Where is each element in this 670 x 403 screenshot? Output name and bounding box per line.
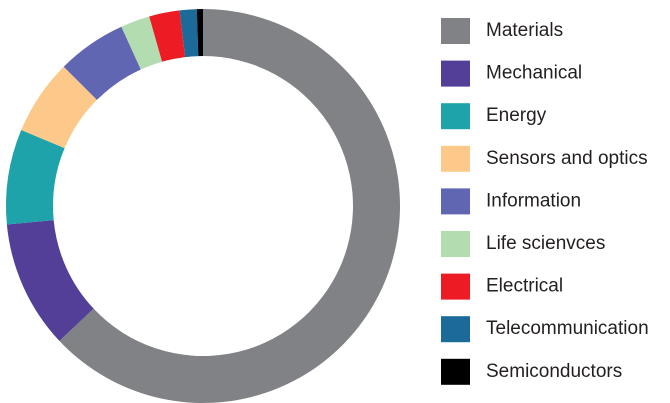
donut-segment — [121, 16, 163, 70]
donut-segment — [6, 130, 65, 225]
legend-swatch — [441, 358, 470, 385]
legend-swatch — [441, 188, 470, 215]
donut-segment — [196, 9, 203, 57]
legend-label: Energy — [486, 105, 547, 126]
legend-swatch — [441, 273, 470, 300]
legend-label: Life scienvces — [486, 233, 605, 254]
legend-swatch — [441, 18, 470, 44]
donut-segment — [59, 9, 400, 403]
legend-swatch — [441, 60, 470, 87]
donut-segment — [149, 10, 186, 62]
legend-label: Mechanical — [486, 63, 582, 84]
donut-segment — [63, 26, 141, 100]
legend-label: Materials — [486, 20, 563, 41]
legend-label: Telecommunication — [486, 318, 649, 339]
legend-label: Sensors and optics — [486, 148, 648, 169]
donut-segment — [6, 220, 94, 341]
legend-swatch — [441, 145, 470, 172]
legend-label: Semiconductors — [486, 361, 622, 382]
legend-swatch — [441, 103, 470, 130]
legend-swatch — [441, 231, 470, 257]
legend-label: Electrical — [486, 276, 563, 297]
legend-swatch — [441, 316, 470, 343]
donut-segment — [21, 66, 97, 149]
legend-label: Information — [486, 190, 581, 211]
donut-segment — [179, 9, 199, 58]
